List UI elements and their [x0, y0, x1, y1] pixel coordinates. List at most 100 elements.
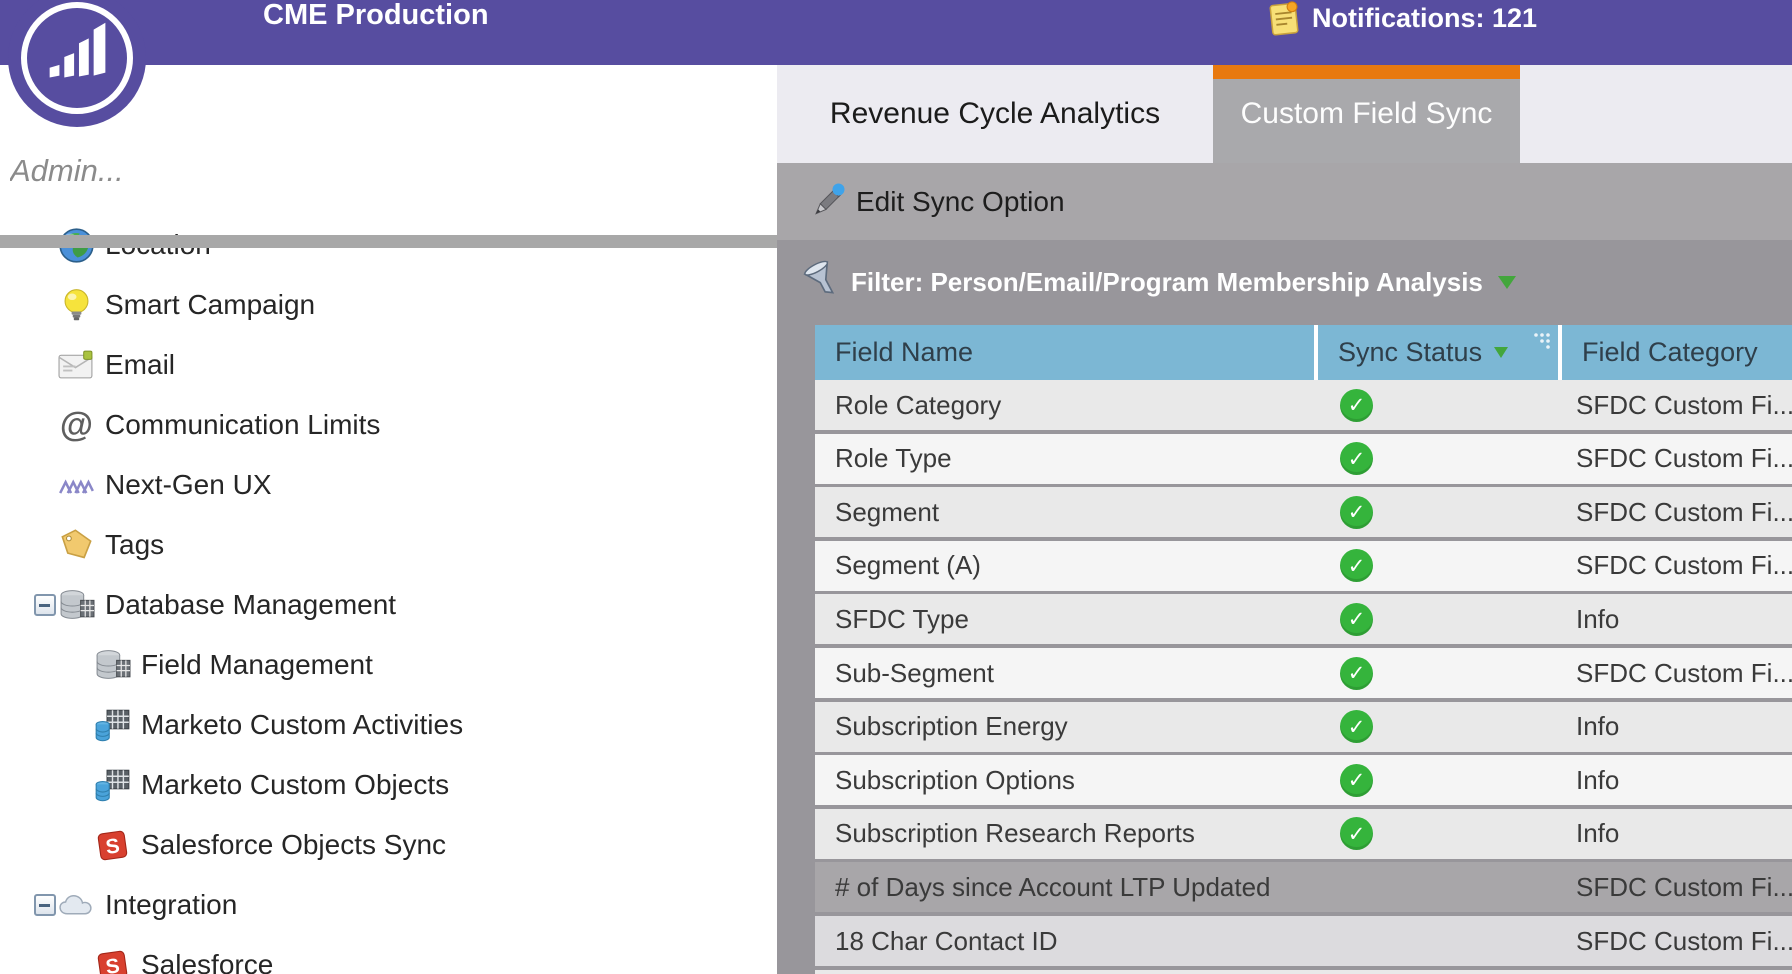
- field-category-cell: SFDC Custom Fi...: [1576, 925, 1792, 956]
- tag-icon: [58, 527, 95, 564]
- field-sync-table: Field Name Sync Status Field Category: [815, 325, 1792, 974]
- synced-check-icon: ✓: [1340, 763, 1373, 797]
- tree-item-label: Integration: [105, 889, 238, 920]
- database-icon: [94, 647, 131, 684]
- field-category-cell: SFDC Custom Fi...: [1576, 550, 1792, 581]
- sync-status-cell: ✓: [1318, 541, 1562, 591]
- edit-sync-option-button[interactable]: Edit Sync Option: [777, 163, 1792, 240]
- table-row-subscription-options[interactable]: Subscription Options ✓ Info: [815, 755, 1792, 806]
- synced-check-icon: ✓: [1340, 710, 1373, 744]
- sidebar-item-salesforce-objects-sync[interactable]: S Salesforce Objects Sync: [0, 815, 777, 875]
- admin-search-input[interactable]: [10, 146, 740, 196]
- field-category-cell: SFDC Custom Fi...: [1576, 443, 1792, 474]
- sidebar-item-next-gen-ux[interactable]: Next-Gen UX: [0, 455, 777, 515]
- column-header-field-name[interactable]: Field Name: [815, 325, 1318, 380]
- field-category-cell: SFDC Custom Fi...: [1576, 496, 1792, 527]
- column-header-sync-status[interactable]: Sync Status: [1318, 325, 1562, 380]
- synced-check-icon: ✓: [1340, 656, 1373, 690]
- tab-custom-field-sync[interactable]: Custom Field Sync: [1213, 65, 1520, 163]
- table-row-of-days-since-account-ltp-updated[interactable]: # of Days since Account LTP Updated SFDC…: [815, 862, 1792, 913]
- sidebar-item-salesforce[interactable]: S Salesforce: [0, 935, 777, 974]
- column-menu-grip-icon[interactable]: [1528, 330, 1552, 354]
- field-name-cell: Subscription Energy: [835, 711, 1068, 742]
- table-row-18-char-contact-id[interactable]: 18 Char Contact ID SFDC Custom Fi...: [815, 916, 1792, 966]
- field-name-cell: Subscription Research Reports: [835, 818, 1195, 849]
- field-name-cell: Role Category: [835, 389, 1002, 420]
- table-row-subscription-research-reports[interactable]: Subscription Research Reports ✓ Info: [815, 808, 1792, 859]
- zigzag-icon: [58, 467, 95, 504]
- sidebar-item-integration[interactable]: Integration: [0, 875, 777, 935]
- sidebar-item-field-management[interactable]: Field Management: [0, 635, 777, 695]
- sync-status-cell: ✓: [1318, 809, 1562, 859]
- salesforce-icon: S: [94, 947, 131, 974]
- table-row-role-type[interactable]: Role Type ✓ SFDC Custom Fi...: [815, 433, 1792, 484]
- collapse-toggle-icon[interactable]: [34, 594, 56, 616]
- sidebar-item-smart-campaign[interactable]: Smart Campaign: [0, 275, 777, 335]
- workspace-title: CME Production: [263, 0, 489, 31]
- synced-check-icon: ✓: [1340, 817, 1373, 851]
- table-row-subscription-energy[interactable]: Subscription Energy ✓ Info: [815, 701, 1792, 752]
- sync-status-cell: ✓: [1318, 702, 1562, 752]
- column-label: Sync Status: [1338, 337, 1483, 367]
- field-category-cell: Info: [1576, 603, 1620, 634]
- table-row-sub-segment[interactable]: Sub-Segment ✓ SFDC Custom Fi...: [815, 648, 1792, 698]
- tree-item-label: Salesforce Objects Sync: [141, 829, 447, 860]
- table-rows: Role Category ✓ SFDC Custom Fi... Role T…: [815, 325, 1792, 974]
- filter-selector[interactable]: Filter: Person/Email/Program Membership …: [777, 240, 1792, 325]
- sync-status-cell: ✓: [1318, 648, 1562, 698]
- tab-bar: Revenue Cycle Analytics Custom Field Syn…: [777, 65, 1792, 163]
- salesforce-icon: S: [94, 827, 131, 864]
- admin-panel: Revenue Cycle Analytics Custom Field Syn…: [777, 65, 1792, 974]
- field-category-cell: SFDC Custom Fi...: [1576, 871, 1792, 902]
- sidebar-item-email[interactable]: Email: [0, 335, 777, 395]
- field-category-cell: SFDC Custom Fi...: [1576, 657, 1792, 688]
- column-label: Field Category: [1582, 337, 1758, 367]
- table-blue-icon: [94, 707, 131, 744]
- tree-item-label: Marketo Custom Objects: [141, 769, 450, 800]
- table-row-blank[interactable]: [815, 969, 1792, 974]
- marketo-logo[interactable]: [8, 0, 146, 127]
- sidebar-item-marketo-custom-objects[interactable]: Marketo Custom Objects: [0, 755, 777, 815]
- notifications-count-label: Notifications: 121: [1312, 2, 1538, 33]
- lightbulb-icon: [58, 287, 95, 324]
- synced-check-icon: ✓: [1340, 549, 1373, 583]
- notifications-button[interactable]: Notifications: 121: [1266, 0, 1537, 38]
- pencil-icon: [815, 183, 845, 215]
- collapse-toggle-icon[interactable]: [34, 894, 56, 916]
- sync-status-cell: ✓: [1318, 594, 1562, 644]
- edit-sync-option-label: Edit Sync Option: [856, 185, 1065, 217]
- column-header-field-category[interactable]: Field Category: [1562, 325, 1792, 380]
- logo-ring: [21, 2, 133, 114]
- table-row-segment[interactable]: Segment ✓ SFDC Custom Fi...: [815, 487, 1792, 538]
- sync-status-cell: ✓: [1318, 487, 1562, 537]
- synced-check-icon: ✓: [1340, 388, 1373, 422]
- at-sign-icon: @: [59, 406, 94, 444]
- tab-revenue-cycle-analytics[interactable]: Revenue Cycle Analytics: [777, 65, 1213, 163]
- field-category-cell: Info: [1576, 711, 1620, 742]
- svg-text:S: S: [104, 954, 121, 974]
- tree-item-label: Email: [105, 349, 176, 380]
- sidebar-item-tags[interactable]: Tags: [0, 515, 777, 575]
- field-category-cell: SFDC Custom Fi...: [1576, 389, 1792, 420]
- table-row-segment-a[interactable]: Segment (A) ✓ SFDC Custom Fi...: [815, 540, 1792, 591]
- table-blue-icon: [94, 767, 131, 804]
- sync-status-cell: ✓: [1318, 380, 1562, 430]
- sidebar-divider: [0, 235, 777, 248]
- sidebar-tree: Location Smart Campaign Email @ Communic…: [0, 215, 777, 974]
- filter-dropdown-icon[interactable]: [1497, 276, 1516, 289]
- sidebar-item-database-management[interactable]: Database Management: [0, 575, 777, 635]
- sync-status-cell: [1318, 970, 1562, 974]
- custom-field-sync-content: Filter: Person/Email/Program Membership …: [777, 240, 1792, 974]
- field-name-cell: Segment (A): [835, 550, 981, 581]
- table-row-role-category[interactable]: Role Category ✓ SFDC Custom Fi...: [815, 380, 1792, 430]
- table-row-sfdc-type[interactable]: SFDC Type ✓ Info: [815, 594, 1792, 645]
- synced-check-icon: ✓: [1340, 442, 1373, 476]
- sidebar-item-communication-limits[interactable]: @ Communication Limits: [0, 395, 777, 455]
- field-category-cell: Info: [1576, 818, 1620, 849]
- tree-item-label: Field Management: [141, 649, 373, 680]
- field-name-cell: Subscription Options: [835, 764, 1075, 795]
- tree-item-label: Smart Campaign: [105, 289, 316, 320]
- sync-status-cell: ✓: [1318, 434, 1562, 484]
- field-name-cell: Segment: [835, 496, 940, 527]
- sidebar-item-marketo-custom-activities[interactable]: Marketo Custom Activities: [0, 695, 777, 755]
